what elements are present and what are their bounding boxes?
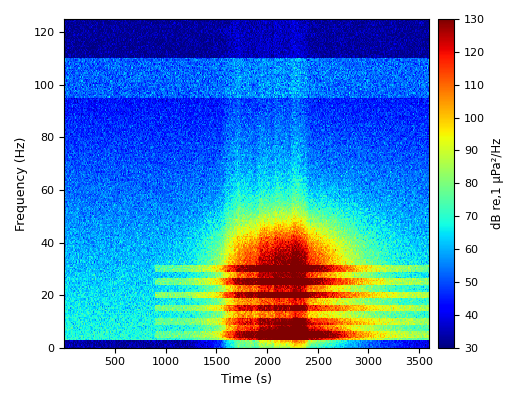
Y-axis label: dB re,1 μPa²/Hz: dB re,1 μPa²/Hz [491,138,504,229]
X-axis label: Time (s): Time (s) [221,373,272,386]
Y-axis label: Frequency (Hz): Frequency (Hz) [15,136,28,231]
